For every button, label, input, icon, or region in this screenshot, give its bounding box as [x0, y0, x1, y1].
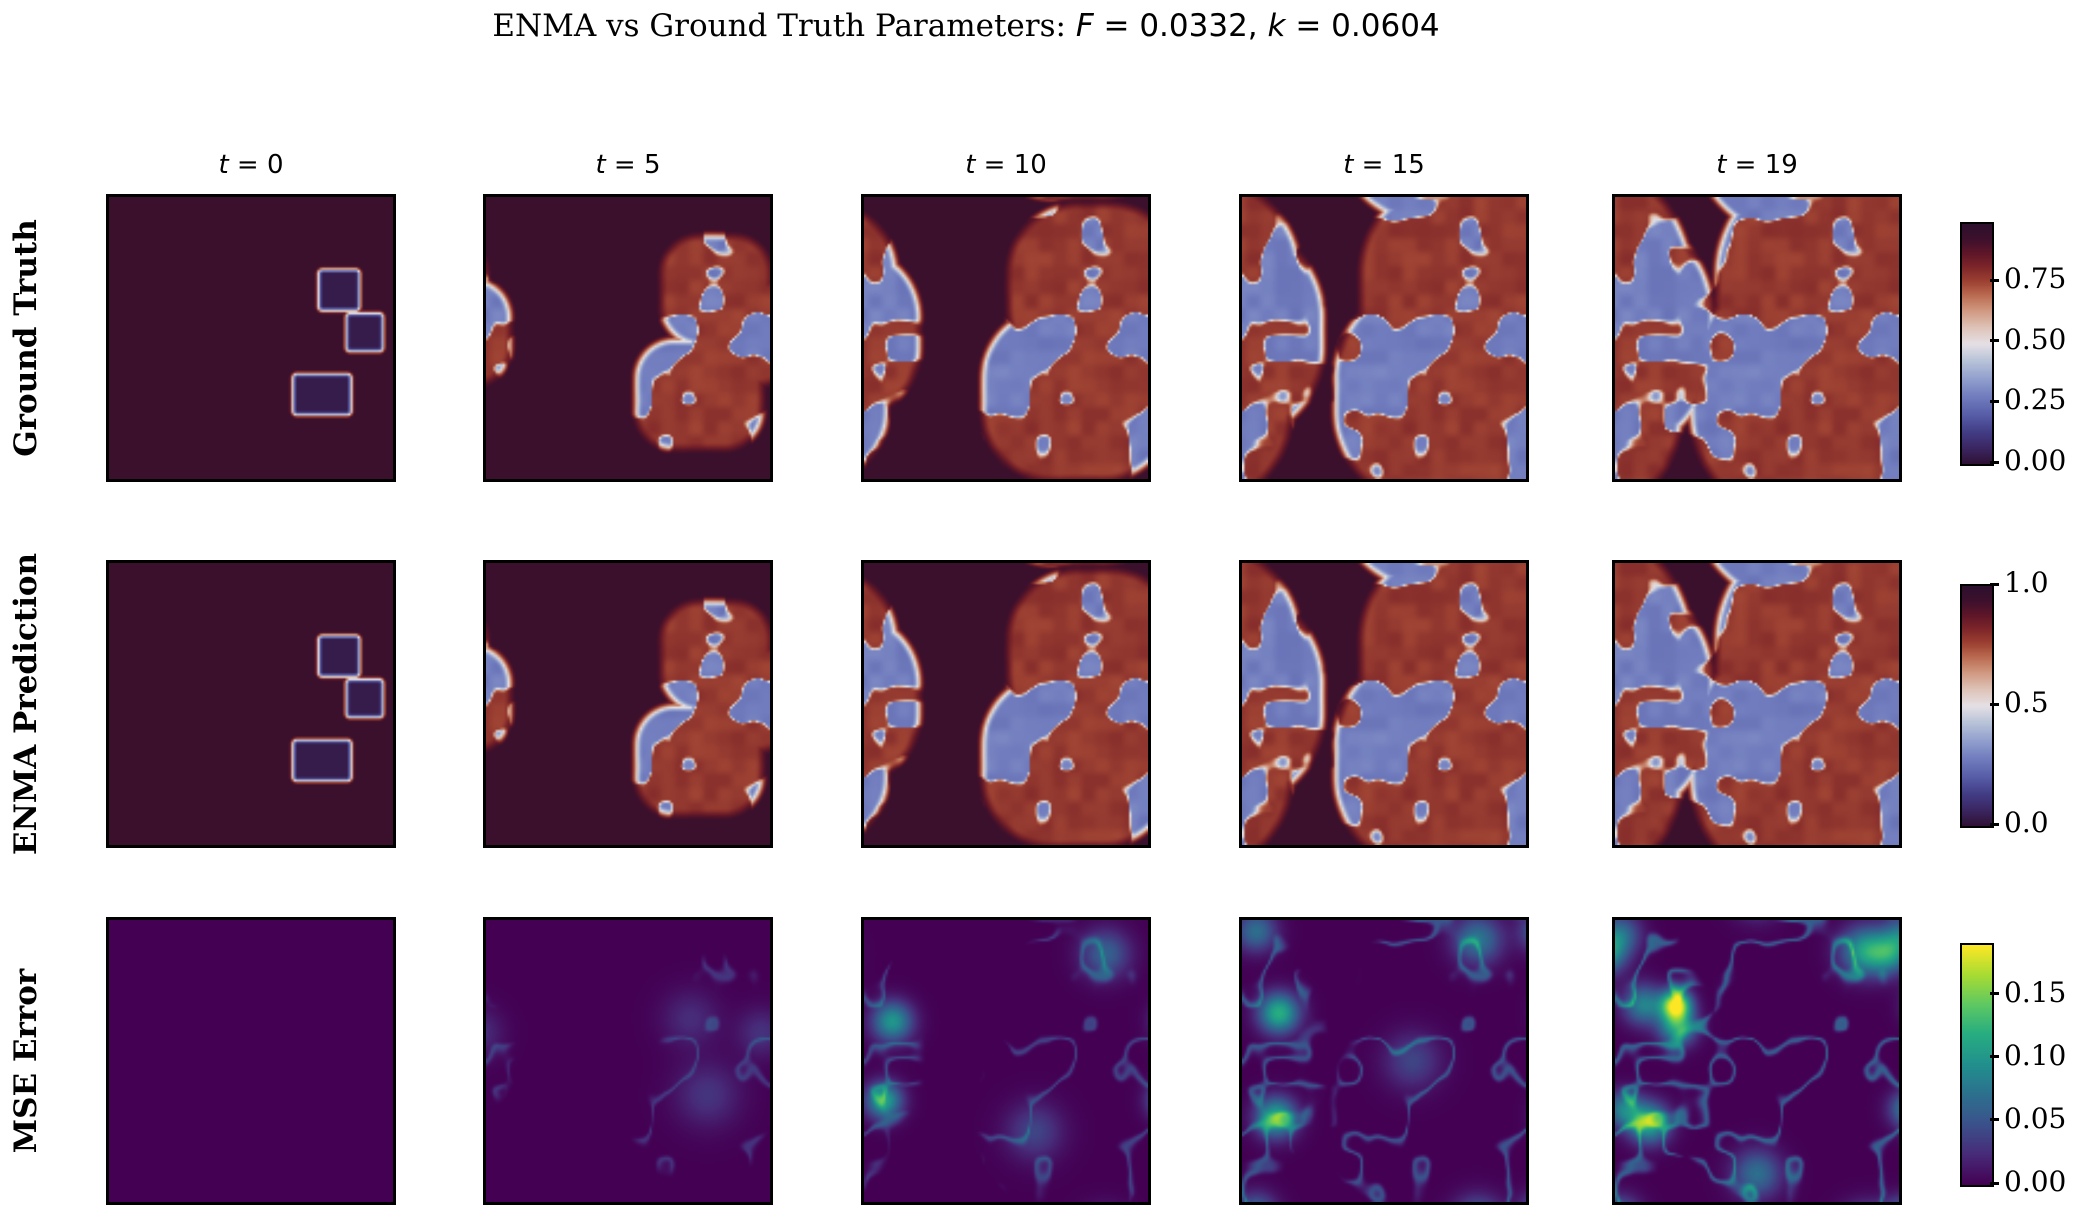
title-k-value: = 0.0604	[1285, 8, 1440, 44]
column-title-symbol: t	[965, 150, 976, 180]
heatmap-canvas-row2-col0	[109, 920, 393, 1202]
heatmap-canvas-row2-col3	[1242, 920, 1526, 1202]
heatmap-panel-row2-col4	[1612, 917, 1902, 1205]
column-title-eq: = 15	[1353, 150, 1425, 180]
ground-truth-colorbar-ticklabel-0: 0.75	[2004, 262, 2067, 296]
ground-truth-colorbar-ticklabel-1: 0.50	[2004, 322, 2067, 356]
mse-colorbar-ticklabel-1: 0.10	[2004, 1038, 2067, 1072]
ground-truth-colorbar-ticklabel-2: 0.25	[2004, 383, 2067, 417]
heatmap-canvas-row1-col0	[109, 563, 393, 845]
ground-truth-colorbar-tickmark-0	[1990, 278, 1999, 282]
figure-title: ENMA vs Ground Truth Parameters: F = 0.0…	[0, 8, 1932, 44]
column-title-eq: = 10	[975, 150, 1047, 180]
prediction-colorbar-tickmark-1	[1990, 702, 1999, 706]
heatmap-canvas-row1-col1	[486, 563, 770, 845]
prediction-colorbar-tickmark-2	[1990, 822, 1999, 826]
ground-truth-colorbar-ticklabel-3: 0.00	[2004, 444, 2067, 478]
column-title-t0: t = 0	[106, 150, 396, 180]
mse-colorbar-tickmark-0	[1990, 992, 1999, 996]
heatmap-canvas-row1-col3	[1242, 563, 1526, 845]
prediction-colorbar-tickmark-0	[1990, 582, 1999, 586]
row-label-2: MSE Error	[4, 917, 48, 1205]
heatmap-canvas-row0-col0	[109, 197, 393, 479]
heatmap-panel-row1-col2	[861, 560, 1151, 848]
title-f-symbol: F	[1075, 8, 1094, 44]
heatmap-panel-row2-col3	[1239, 917, 1529, 1205]
title-text: ENMA vs Ground Truth Parameters:	[492, 8, 1076, 44]
title-f-value: = 0.0332,	[1093, 8, 1268, 44]
heatmap-canvas-row2-col1	[486, 920, 770, 1202]
column-title-eq: = 19	[1726, 150, 1798, 180]
prediction-colorbar-ticklabel-1: 0.5	[2004, 686, 2049, 720]
prediction-colorbar	[1960, 584, 1994, 828]
column-title-symbol: t	[595, 150, 606, 180]
heatmap-canvas-row0-col1	[486, 197, 770, 479]
heatmap-canvas-row0-col3	[1242, 197, 1526, 479]
mse-colorbar-ticklabel-2: 0.05	[2004, 1102, 2067, 1136]
heatmap-panel-row0-col2	[861, 194, 1151, 482]
column-title-t3: t = 15	[1239, 150, 1529, 180]
mse-colorbar-tickmark-3	[1990, 1181, 1999, 1185]
column-title-eq: = 0	[228, 150, 284, 180]
mse-colorbar-ticklabel-3: 0.00	[2004, 1165, 2067, 1199]
heatmap-panel-row1-col0	[106, 560, 396, 848]
heatmap-canvas-row1-col4	[1615, 563, 1899, 845]
ground-truth-colorbar-gradient	[1962, 224, 1992, 464]
column-title-eq: = 5	[605, 150, 661, 180]
mse-colorbar-ticklabel-0: 0.15	[2004, 975, 2067, 1009]
heatmap-canvas-row2-col4	[1615, 920, 1899, 1202]
heatmap-panel-row0-col0	[106, 194, 396, 482]
prediction-colorbar-ticklabel-0: 1.0	[2004, 566, 2049, 600]
heatmap-canvas-row0-col4	[1615, 197, 1899, 479]
ground-truth-colorbar-tickmark-1	[1990, 339, 1999, 343]
row-label-text: Ground Truth	[8, 219, 45, 457]
prediction-colorbar-ticklabel-2: 0.0	[2004, 806, 2049, 840]
title-k-symbol: k	[1267, 8, 1286, 44]
mse-colorbar-tickmark-1	[1990, 1055, 1999, 1059]
heatmap-panel-row1-col1	[483, 560, 773, 848]
heatmap-panel-row0-col4	[1612, 194, 1902, 482]
heatmap-canvas-row1-col2	[864, 563, 1148, 845]
prediction-colorbar-gradient	[1962, 586, 1992, 826]
heatmap-panel-row2-col2	[861, 917, 1151, 1205]
heatmap-canvas-row2-col2	[864, 920, 1148, 1202]
ground-truth-colorbar-tickmark-3	[1990, 460, 1999, 464]
mse-colorbar-gradient	[1962, 945, 1992, 1185]
mse-colorbar	[1960, 943, 1994, 1187]
mse-colorbar-tickmark-2	[1990, 1118, 1999, 1122]
heatmap-panel-row1-col3	[1239, 560, 1529, 848]
column-title-t1: t = 5	[483, 150, 773, 180]
heatmap-panel-row0-col3	[1239, 194, 1529, 482]
heatmap-panel-row2-col0	[106, 917, 396, 1205]
ground-truth-colorbar	[1960, 222, 1994, 466]
heatmap-panel-row1-col4	[1612, 560, 1902, 848]
ground-truth-colorbar-tickmark-2	[1990, 399, 1999, 403]
column-title-symbol: t	[218, 150, 229, 180]
row-label-text: MSE Error	[8, 968, 44, 1154]
heatmap-panel-row2-col1	[483, 917, 773, 1205]
row-label-text: ENMA Prediction	[8, 552, 45, 856]
column-title-symbol: t	[1343, 150, 1354, 180]
column-title-t4: t = 19	[1612, 150, 1902, 180]
column-title-symbol: t	[1716, 150, 1727, 180]
heatmap-canvas-row0-col2	[864, 197, 1148, 479]
row-label-1: ENMA Prediction	[4, 553, 48, 855]
heatmap-panel-row0-col1	[483, 194, 773, 482]
column-title-t2: t = 10	[861, 150, 1151, 180]
row-label-0: Ground Truth	[4, 194, 48, 482]
